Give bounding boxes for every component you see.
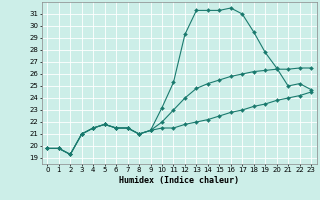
X-axis label: Humidex (Indice chaleur): Humidex (Indice chaleur) — [119, 176, 239, 185]
